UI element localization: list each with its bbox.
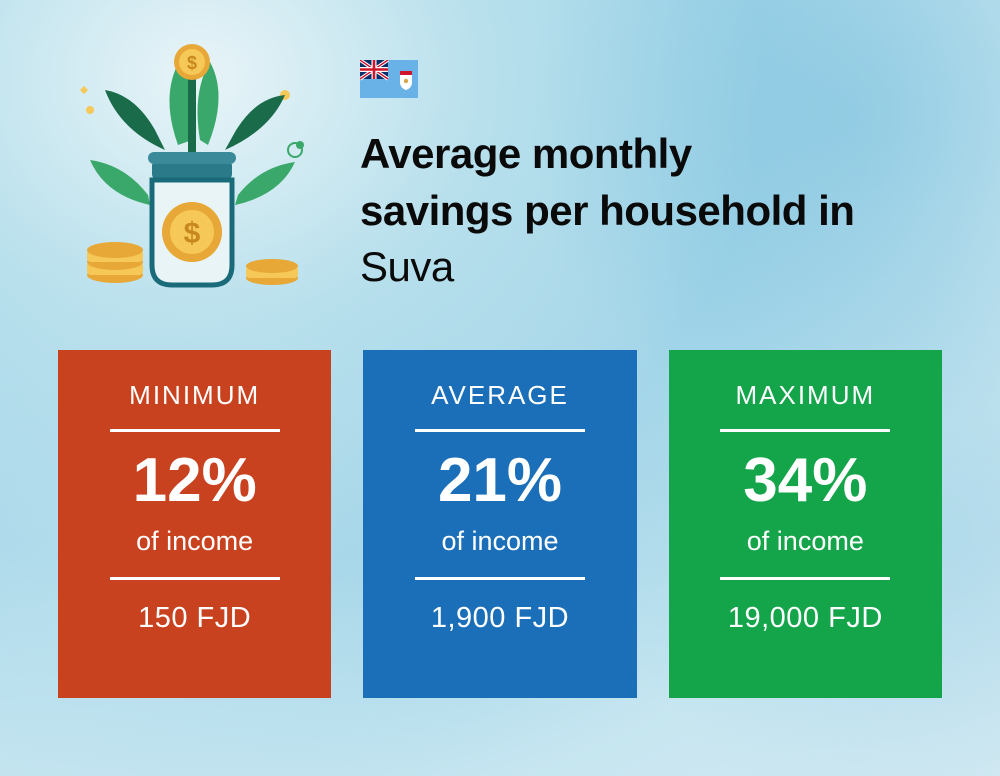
title-block: Average monthly savings per household in… [360,40,940,296]
card-minimum: MINIMUM 12% of income 150 FJD [58,350,331,698]
card-amount: 150 FJD [138,602,251,635]
card-percent: 21% [438,450,562,512]
card-maximum: MAXIMUM 34% of income 19,000 FJD [669,350,942,698]
title-city: Suva [360,239,940,296]
svg-text:$: $ [184,217,201,250]
title-line-2: savings per household in [360,183,940,240]
card-percent: 12% [133,450,257,512]
card-divider [720,577,890,580]
card-divider [110,429,280,432]
svg-text:$: $ [187,53,197,73]
stat-cards-row: MINIMUM 12% of income 150 FJD AVERAGE 21… [0,320,1000,698]
card-divider [110,577,280,580]
card-divider [415,577,585,580]
card-average: AVERAGE 21% of income 1,900 FJD [363,350,636,698]
savings-jar-icon: $ $ [60,40,320,300]
title-line-1: Average monthly [360,126,940,183]
card-amount: 19,000 FJD [728,602,883,635]
header-region: $ $ [0,0,1000,320]
card-percent: 34% [743,450,867,512]
card-divider [720,429,890,432]
card-sub: of income [747,526,864,557]
card-sub: of income [136,526,253,557]
card-sub: of income [441,526,558,557]
card-label: MAXIMUM [735,380,875,411]
fiji-flag-icon [360,60,418,98]
savings-illustration: $ $ [60,40,320,300]
card-label: AVERAGE [431,380,569,411]
card-label: MINIMUM [129,380,260,411]
card-amount: 1,900 FJD [431,602,569,635]
card-divider [415,429,585,432]
